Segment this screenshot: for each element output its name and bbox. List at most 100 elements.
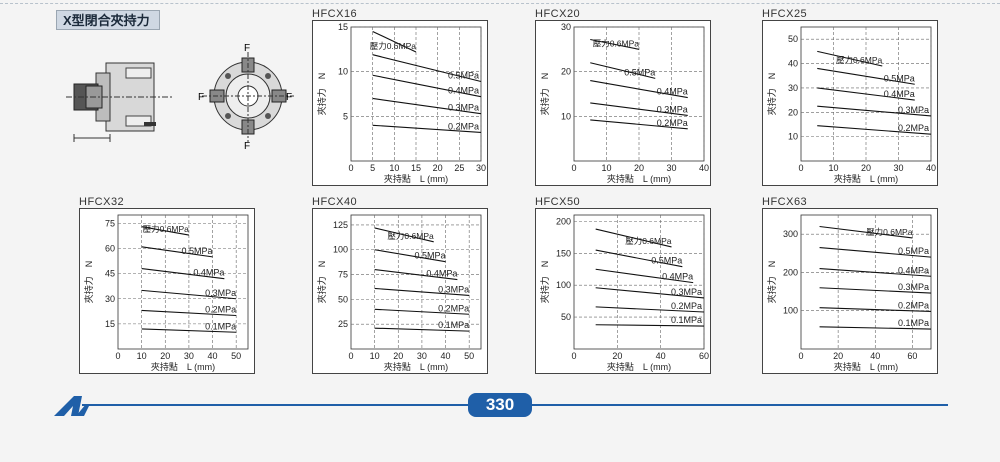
y-tick-label: 50 xyxy=(788,34,798,44)
series-line xyxy=(141,246,213,258)
series-label: 壓力0.6MPa xyxy=(370,41,417,51)
series-line xyxy=(372,124,482,133)
y-axis-label: 夾持力 N xyxy=(83,261,94,304)
series-label: 0.1MPa xyxy=(671,315,702,325)
x-tick-label: 60 xyxy=(699,351,709,361)
x-tick-label: 20 xyxy=(433,163,443,173)
chart-title-hfcx20: HFCX20 xyxy=(535,8,581,20)
x-tick-label: 40 xyxy=(699,163,709,173)
series-label: 0.5MPa xyxy=(624,67,655,77)
x-tick-label: 0 xyxy=(348,163,353,173)
x-tick-label: 40 xyxy=(656,351,666,361)
x-tick-label: 50 xyxy=(231,351,241,361)
y-tick-label: 30 xyxy=(788,83,798,93)
series-label: 0.4MPa xyxy=(426,269,457,279)
series-label: 0.4MPa xyxy=(657,87,688,97)
series-line xyxy=(595,324,705,327)
x-tick-label: 10 xyxy=(601,163,611,173)
x-axis-label: 夾持點 L (mm) xyxy=(834,361,898,372)
force-label-top: F xyxy=(244,43,250,54)
series-line xyxy=(819,225,913,239)
series-label: 0.4MPa xyxy=(448,86,479,96)
x-tick-label: 40 xyxy=(926,163,936,173)
x-tick-label: 60 xyxy=(907,351,917,361)
series-line xyxy=(595,249,683,268)
series-label: 0.2MPa xyxy=(448,121,479,131)
chart-hfcx32: 0 10 20 30 40 50 15 30 45 60 75 夾持力 N 夾持點 L (mm) 壓力0.… xyxy=(79,208,255,374)
gripper-side-view-illustration xyxy=(66,62,174,142)
series-label: 0.1MPa xyxy=(898,318,929,328)
plot-frame xyxy=(117,214,249,350)
series-label: 0.1MPa xyxy=(438,320,469,330)
y-tick-label: 100 xyxy=(556,280,571,290)
y-tick-label: 10 xyxy=(561,111,571,121)
x-tick-label: 10 xyxy=(370,351,380,361)
series-label: 壓力0.6MPa xyxy=(866,227,913,237)
series-line xyxy=(595,268,694,284)
series-label: 壓力0.6MPa xyxy=(625,236,672,246)
y-tick-label: 125 xyxy=(333,220,348,230)
series-line xyxy=(595,287,705,299)
series-label: 壓力0.6MPa xyxy=(387,231,434,241)
x-axis-label: 夾持點 L (mm) xyxy=(384,173,448,184)
x-tick-label: 20 xyxy=(833,351,843,361)
chart-hfcx20: 0 10 20 30 40 10 20 30 夾持力 N 夾持點 L (mm) 壓力0.6MPa 0.… xyxy=(535,20,711,186)
series-line xyxy=(372,54,482,83)
series-label: 0.5MPa xyxy=(884,73,915,83)
y-axis-label: 夾持力 N xyxy=(316,73,327,116)
series-label: 0.2MPa xyxy=(657,118,688,128)
force-label-left: F xyxy=(198,92,204,103)
series-label: 壓力0.6MPa xyxy=(836,55,883,65)
x-tick-label: 30 xyxy=(417,351,427,361)
y-tick-label: 300 xyxy=(783,229,798,239)
x-tick-label: 30 xyxy=(184,351,194,361)
series-line xyxy=(819,268,932,277)
chart-title-hfcx63: HFCX63 xyxy=(762,196,808,208)
series-label: 0.2MPa xyxy=(898,300,929,310)
y-axis-label: 夾持力 N xyxy=(316,261,327,304)
series-label: 0.1MPa xyxy=(205,321,236,331)
y-tick-label: 100 xyxy=(783,306,798,316)
chart-title-hfcx32: HFCX32 xyxy=(79,196,125,208)
series-line xyxy=(590,102,688,116)
chart-title-hfcx25: HFCX25 xyxy=(762,8,808,20)
x-tick-label: 20 xyxy=(160,351,170,361)
y-axis-label: 夾持力 N xyxy=(766,73,777,116)
x-tick-label: 0 xyxy=(798,351,803,361)
chart-svg: 0 10 20 30 40 10 20 30 夾持力 N 夾持點 L (mm) 壓力0.6MPa 0.… xyxy=(539,22,709,184)
y-tick-label: 60 xyxy=(105,244,115,254)
series-line xyxy=(817,50,883,67)
x-tick-label: 10 xyxy=(137,351,147,361)
series-line xyxy=(590,80,688,99)
chart-svg: 0 10 20 30 40 50 15 30 45 60 75 夾持力 N 夾持點 L (mm) 壓力0.… xyxy=(83,214,249,372)
series-label: 0.3MPa xyxy=(448,103,479,113)
series-line xyxy=(374,249,446,263)
x-tick-label: 20 xyxy=(393,351,403,361)
y-tick-label: 30 xyxy=(105,294,115,304)
series-line xyxy=(595,228,672,248)
series-label: 0.2MPa xyxy=(438,303,469,313)
y-tick-label: 10 xyxy=(338,67,348,77)
x-tick-label: 20 xyxy=(612,351,622,361)
series-line xyxy=(817,125,932,135)
x-tick-label: 50 xyxy=(464,351,474,361)
series-line xyxy=(374,269,458,281)
series-label: 0.5MPa xyxy=(448,70,479,80)
top-dashed-rule xyxy=(0,3,1000,4)
series-line xyxy=(819,326,932,330)
y-tick-label: 40 xyxy=(788,59,798,69)
y-tick-label: 200 xyxy=(556,216,571,226)
x-tick-label: 40 xyxy=(208,351,218,361)
x-tick-label: 0 xyxy=(115,351,120,361)
series-label: 壓力0.6MPa xyxy=(143,224,190,234)
gripper-front-view-illustration: F F F F xyxy=(198,43,294,150)
page-number: 330 xyxy=(468,393,532,417)
series-label: 0.3MPa xyxy=(671,287,702,297)
y-tick-label: 20 xyxy=(788,107,798,117)
x-axis-label: 夾持點 L (mm) xyxy=(607,173,671,184)
x-tick-label: 40 xyxy=(870,351,880,361)
series-label: 0.3MPa xyxy=(898,282,929,292)
x-tick-label: 15 xyxy=(411,163,421,173)
series-label: 0.4MPa xyxy=(898,265,929,275)
x-tick-label: 0 xyxy=(348,351,353,361)
